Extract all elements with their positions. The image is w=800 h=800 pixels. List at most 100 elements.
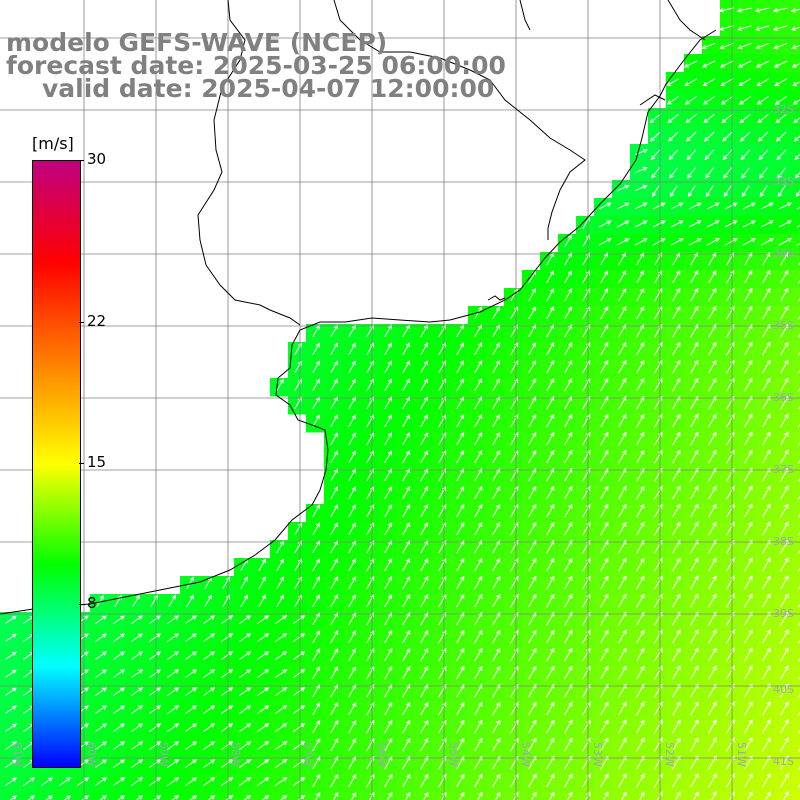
wind-arrow <box>672 557 681 572</box>
wind-arrow <box>761 647 771 662</box>
wind-arrow <box>402 576 411 590</box>
wind-speed-cell <box>144 792 163 800</box>
wind-arrow <box>312 612 321 626</box>
wind-arrow <box>186 576 194 590</box>
wind-arrow <box>257 651 270 661</box>
wind-arrow <box>708 431 717 446</box>
wind-arrow <box>474 378 483 392</box>
wind-arrow <box>636 521 645 536</box>
wind-arrow <box>760 238 775 246</box>
wind-arrow <box>528 773 537 788</box>
wind-arrow <box>600 773 609 788</box>
longitude-label: 59W <box>157 742 170 767</box>
wind-arrow <box>384 737 393 752</box>
wind-arrow <box>708 557 717 572</box>
wind-arrow <box>600 557 609 572</box>
wind-arrow <box>492 773 501 788</box>
wind-arrow <box>564 593 573 608</box>
map-title-forecast-date: forecast date: 2025-03-25 06:00:00 <box>6 51 506 80</box>
wind-arrow <box>705 167 714 179</box>
wind-arrow <box>636 287 645 302</box>
wind-arrow <box>600 521 609 536</box>
map-title-model: modelo GEFS-WAVE (NCEP) <box>6 28 388 57</box>
colorbar-tick-mark <box>79 160 84 161</box>
wind-arrow <box>456 575 465 590</box>
wind-arrow <box>636 701 645 716</box>
wind-arrow <box>95 651 107 660</box>
wind-arrow <box>636 252 645 266</box>
wind-arrow <box>292 741 306 751</box>
wind-arrow <box>528 413 537 428</box>
wind-arrow <box>510 647 519 662</box>
wind-arrow <box>185 633 198 642</box>
wind-arrow <box>686 131 697 142</box>
wind-speed-cell <box>702 792 721 800</box>
wind-arrow <box>113 615 125 624</box>
colorbar-units: [m/s] <box>32 134 74 153</box>
wind-arrow <box>274 777 288 787</box>
wind-arrow <box>654 287 663 302</box>
wind-arrow <box>528 485 537 500</box>
wind-arrow <box>330 432 338 446</box>
wind-arrow <box>704 149 715 161</box>
latitude-label: 40S <box>773 683 794 696</box>
wind-arrow <box>5 669 17 678</box>
coastline-river-plate-north <box>487 295 506 301</box>
wind-arrow <box>724 220 738 228</box>
wind-arrow <box>706 238 720 246</box>
wind-arrow <box>221 651 234 661</box>
wind-arrow <box>402 468 411 482</box>
wind-arrow <box>636 377 645 392</box>
wind-arrow <box>384 540 393 554</box>
wind-arrow <box>384 773 393 788</box>
wind-arrow <box>312 342 320 356</box>
wind-arrow <box>149 615 161 624</box>
wind-arrow <box>366 773 375 788</box>
wind-arrow <box>744 431 753 446</box>
wind-arrow <box>779 575 789 590</box>
wind-speed-cell <box>792 360 800 379</box>
wind-arrow <box>203 687 216 697</box>
wind-arrow <box>634 148 648 156</box>
wind-arrow <box>5 633 17 642</box>
wind-arrow <box>720 96 733 105</box>
wind-arrow <box>456 414 465 428</box>
wind-arrow <box>582 557 591 572</box>
wind-arrow <box>618 485 627 500</box>
wind-arrow <box>546 288 555 302</box>
wind-arrow <box>780 305 789 320</box>
wind-arrow <box>564 359 573 374</box>
wind-arrow <box>791 44 800 50</box>
wind-arrow <box>564 270 573 284</box>
wind-arrow <box>384 468 393 482</box>
wind-arrow <box>672 252 681 266</box>
wind-speed-cell <box>792 18 800 37</box>
wind-arrow <box>275 633 288 643</box>
longitude-label: 61W <box>11 742 24 767</box>
wind-arrow <box>791 62 800 68</box>
wind-arrow <box>528 360 537 374</box>
wind-speed-cell <box>378 792 397 800</box>
wind-speed-cell <box>486 792 505 800</box>
wind-arrow <box>474 450 483 464</box>
wind-speed-cell <box>792 216 800 235</box>
wind-arrow <box>689 737 699 752</box>
wind-arrow <box>312 773 321 788</box>
wind-speed-cell <box>342 792 361 800</box>
wind-speed-cell <box>792 180 800 199</box>
wind-arrow <box>564 378 573 392</box>
wind-arrow <box>690 485 699 500</box>
wind-arrow <box>690 431 699 446</box>
wind-arrow <box>636 449 645 464</box>
wind-arrow <box>690 665 699 680</box>
wind-speed-cell <box>774 792 793 800</box>
wind-arrow <box>706 202 720 210</box>
wind-speed-cell <box>540 792 559 800</box>
wind-arrow <box>131 651 143 660</box>
wind-arrow <box>348 576 357 590</box>
wind-arrow <box>348 773 357 788</box>
wind-speed-cell <box>792 612 800 631</box>
wind-arrow <box>546 252 555 266</box>
latitude-label: 33S <box>773 175 794 188</box>
